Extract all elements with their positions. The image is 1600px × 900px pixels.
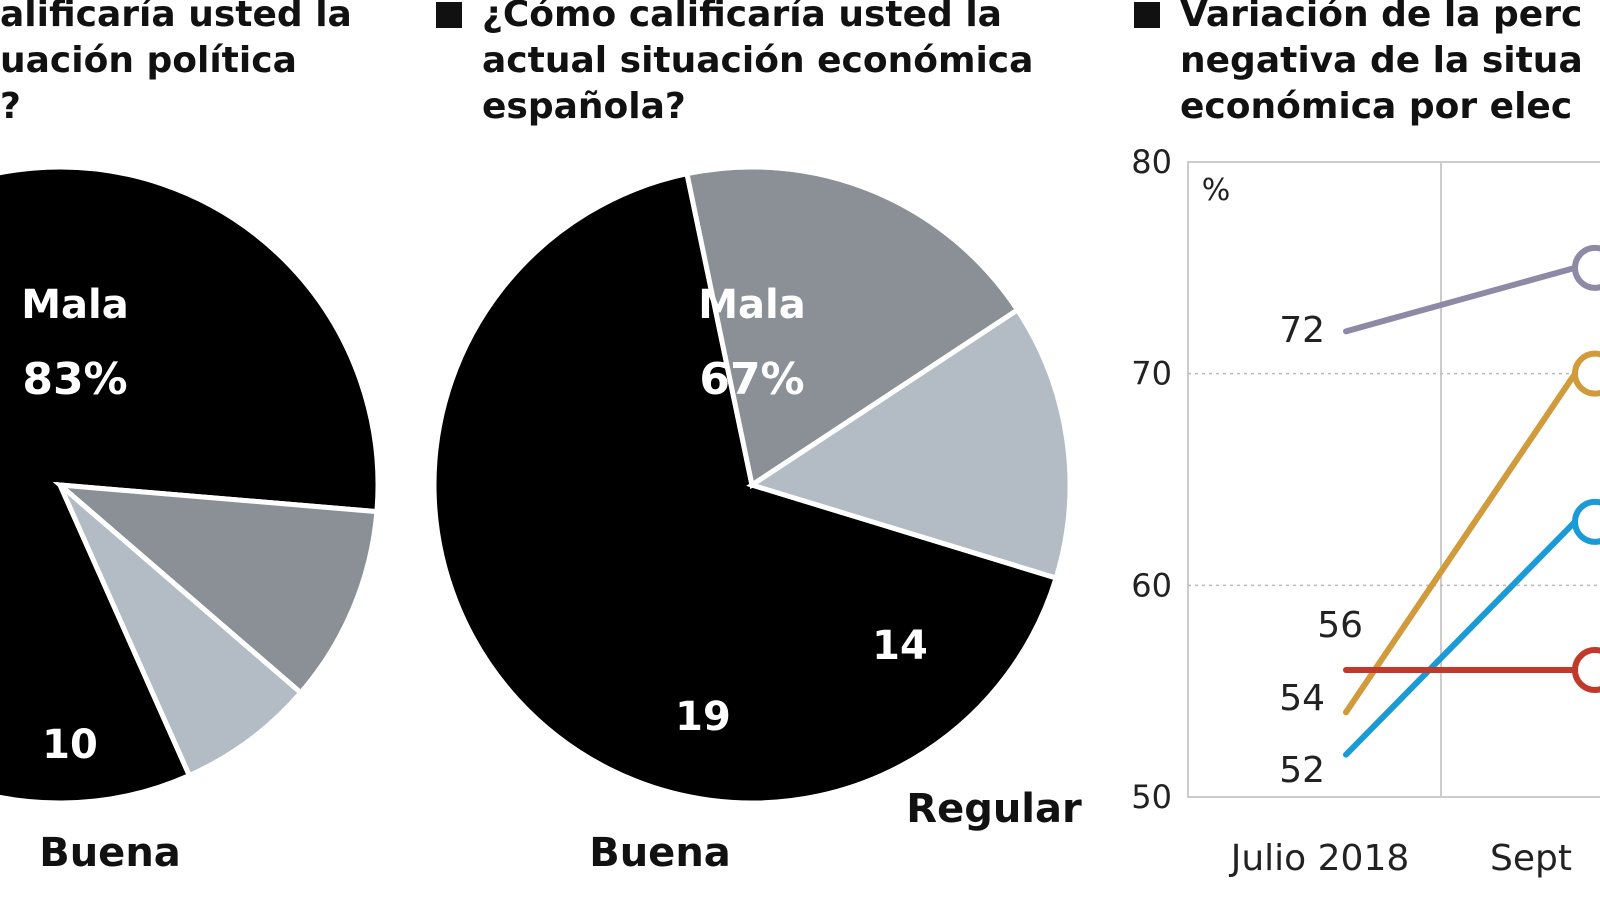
x-tick-label: Sept [1490, 838, 1572, 879]
middle-title-line-1: ¿Cómo calificaría usted la [436, 0, 1033, 38]
series-start-label: 52 [1279, 750, 1325, 791]
middle-pie-slice-regular [746, 306, 1073, 582]
middle-pie-slice-mala [431, 170, 1060, 806]
right-title-line-3: económica por elec [1180, 86, 1573, 127]
left-title-line-3: ? [0, 86, 21, 127]
plot-frame [1187, 161, 1600, 798]
left-pie-chart [0, 164, 381, 806]
left-title-line-1: alificaría usted la [0, 0, 352, 35]
right-title-line-1: Variación de la perc [1134, 0, 1583, 38]
middle-pie-chart [431, 164, 1073, 806]
middle-mala-value: 67% [699, 354, 804, 405]
series-start-label: 72 [1279, 310, 1325, 351]
middle-mala-label: Mala [698, 282, 806, 328]
left-mala-label: Mala [21, 282, 129, 328]
left-chart-title: alificaría usted la uación política ? [0, 0, 352, 130]
left-pie-slice-regular [57, 483, 305, 779]
y-tick-label: 70 [1131, 355, 1172, 393]
y-tick-label: 50 [1131, 778, 1172, 816]
series-end-marker [1572, 244, 1600, 291]
series-end-marker [1572, 350, 1600, 397]
middle-title-text-1: ¿Cómo calificaría usted la [482, 0, 1002, 35]
x-tick-label: Julio 2018 [1229, 838, 1410, 879]
series-start-label: 56 [1317, 605, 1363, 646]
square-bullet-icon [436, 2, 462, 28]
middle-buena-label: Buena [589, 830, 731, 876]
series-end-marker [1572, 498, 1600, 545]
left-buena-value: 10 [42, 722, 98, 768]
middle-title-line-3: española? [482, 86, 686, 127]
right-title-text-1: Variación de la perc [1180, 0, 1583, 35]
left-buena-label: Buena [39, 830, 181, 876]
middle-buena-value: 19 [675, 694, 731, 740]
series-start-label: 54 [1279, 678, 1325, 719]
right-title-line-2: negativa de la situa [1180, 40, 1583, 81]
left-pie-slice-buena [52, 481, 380, 697]
left-pie-slice-mala [0, 164, 381, 806]
left-mala-value: 83% [22, 354, 127, 405]
series-end-marker [1572, 647, 1600, 693]
square-bullet-icon [1134, 2, 1160, 28]
series-line [1343, 370, 1578, 716]
middle-chart-title: ¿Cómo calificaría usted la actual situac… [436, 0, 1033, 130]
line-chart-unit: % [1202, 173, 1231, 208]
middle-regular-label: Regular [906, 786, 1082, 832]
series-line [1343, 518, 1578, 758]
line-chart: 50 60 70 80 Julio 2018 Sept 72 54 52 56 [1131, 143, 1600, 879]
right-chart-title: Variación de la perc negativa de la situ… [1134, 0, 1583, 130]
middle-regular-value: 14 [872, 623, 928, 669]
y-tick-label: 80 [1131, 143, 1172, 181]
left-title-line-2: uación política [0, 40, 297, 81]
y-tick-label: 60 [1131, 566, 1172, 604]
middle-pie-slice-buena [684, 164, 1021, 490]
middle-title-line-2: actual situación económica [482, 40, 1034, 81]
series-line [1343, 264, 1578, 335]
